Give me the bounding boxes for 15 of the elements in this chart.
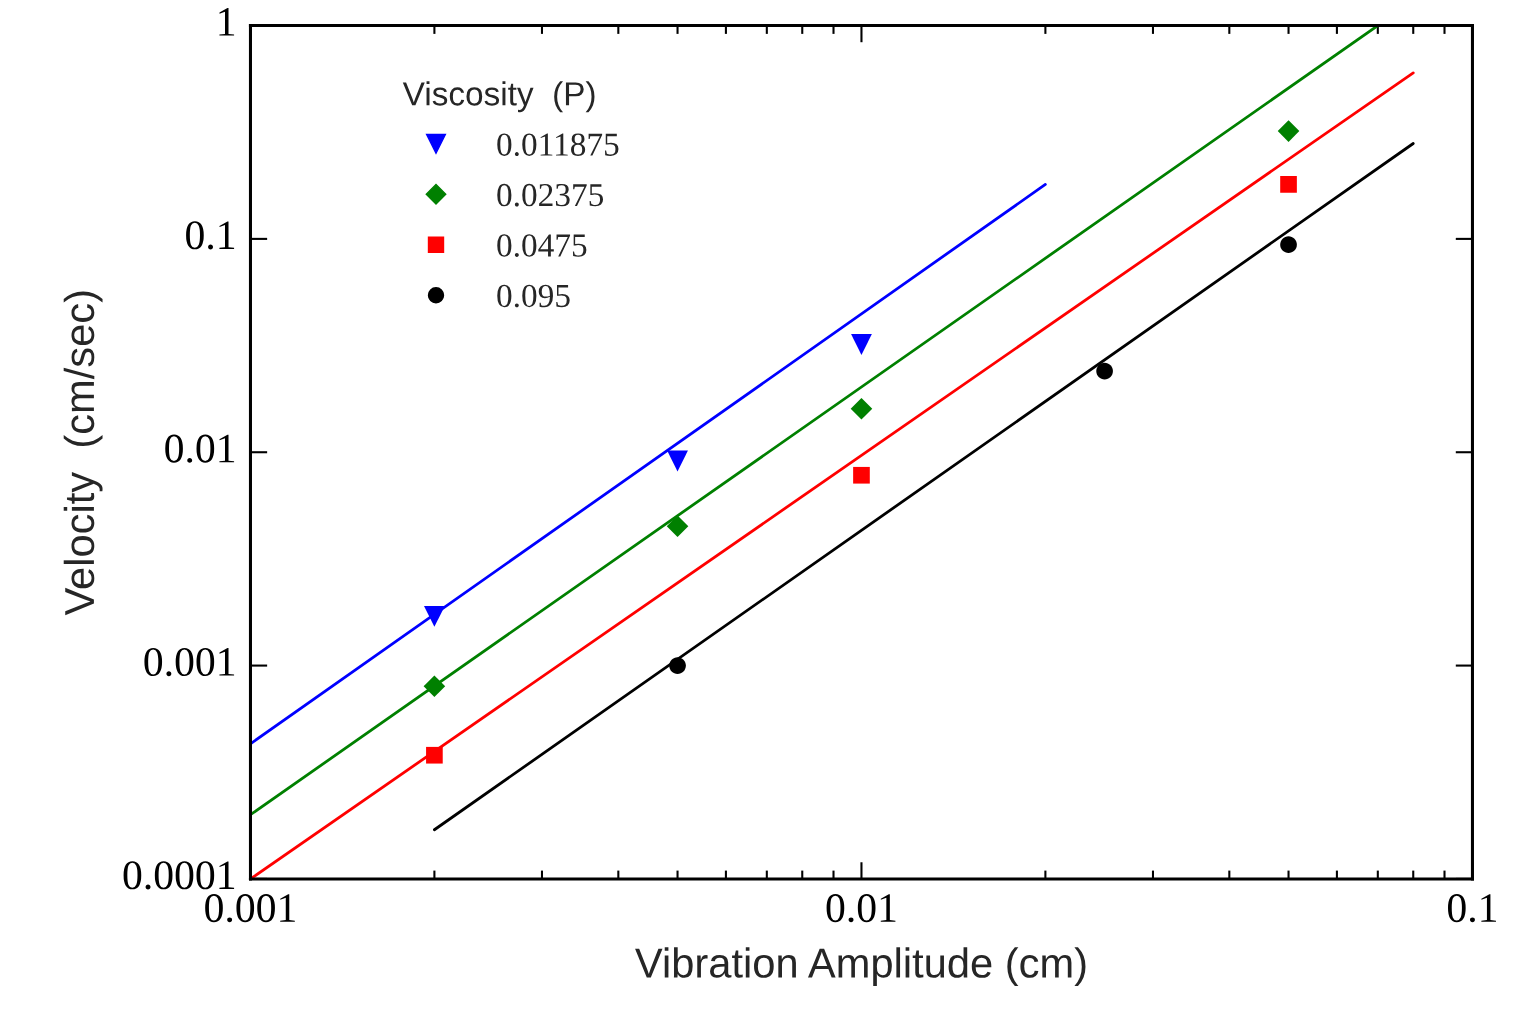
y-tick-label: 0.0001 [123, 861, 235, 890]
x-tick-label: 0.001 [205, 894, 295, 923]
x-tick-label: 0.01 [826, 894, 896, 923]
y-tick-label: 1 [219, 8, 235, 36]
legend-label: 0.0475 [497, 234, 587, 257]
legend-label: 0.02375 [497, 183, 604, 207]
x-axis-title: Vibration Amplitude (cm) [635, 947, 1086, 987]
legend-label: 0.011875 [497, 133, 619, 157]
y-tick-label: 0.01 [165, 434, 235, 463]
y-axis-title: Velocity (cm/sec) [63, 291, 103, 616]
x-tick-label: 0.1 [1448, 894, 1496, 923]
legend-title: Viscosity (P) [402, 81, 595, 113]
y-tick-label: 0.1 [186, 221, 235, 250]
y-tick-label: 0.001 [144, 647, 235, 677]
legend-label: 0.095 [497, 284, 570, 308]
